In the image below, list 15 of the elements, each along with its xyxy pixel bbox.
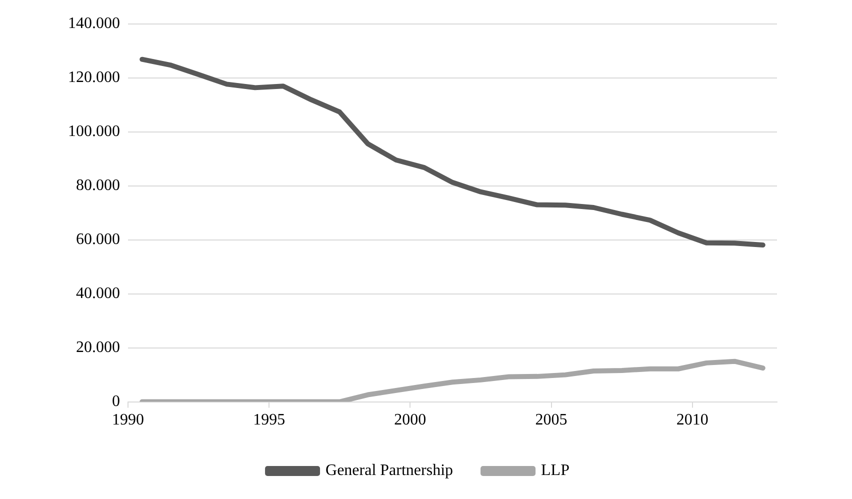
legend-label: LLP — [541, 462, 570, 480]
x-tick-label: 2010 — [676, 412, 708, 429]
x-tick-label: 2000 — [394, 412, 426, 429]
x-tick-label: 1990 — [112, 412, 144, 429]
x-tick-label: 2005 — [535, 412, 568, 429]
y-tick-label: 140.000 — [68, 15, 120, 32]
y-tick-label: 80.000 — [76, 177, 120, 194]
y-tick-label: 0 — [112, 393, 120, 410]
x-tick-label: 1995 — [253, 412, 286, 429]
y-tick-label: 120.000 — [68, 69, 120, 86]
y-tick-label: 100.000 — [68, 123, 120, 140]
y-tick-label: 60.000 — [76, 231, 120, 248]
y-tick-label: 40.000 — [76, 285, 120, 302]
legend-label: General Partnership — [326, 462, 454, 480]
y-tick-label: 20.000 — [76, 339, 120, 356]
